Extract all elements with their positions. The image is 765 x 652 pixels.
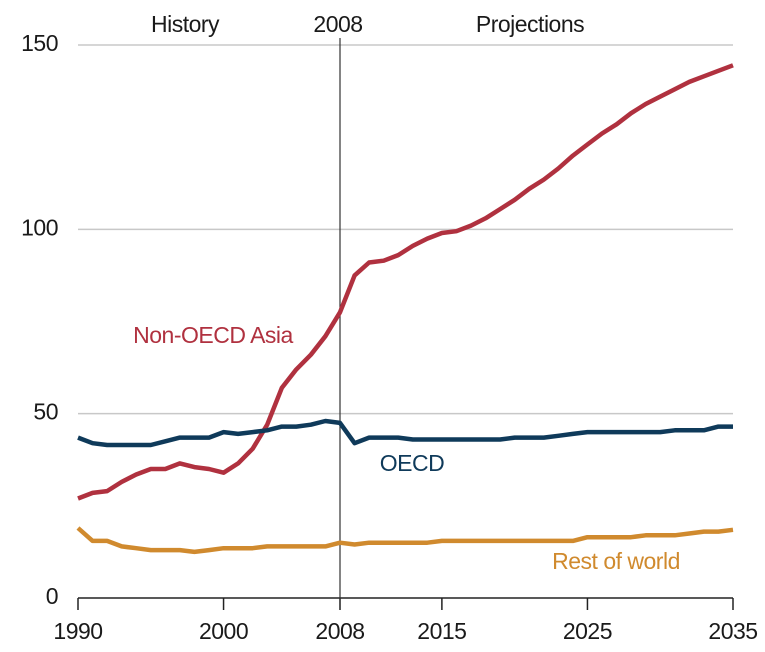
series-line: [76, 526, 734, 555]
x-tick-label: 2035: [708, 618, 757, 644]
x-tick-label: 1990: [53, 618, 102, 644]
annotation: History: [151, 11, 220, 37]
x-tick-label: 2015: [417, 618, 466, 644]
y-tick-label: 150: [21, 30, 58, 56]
series-line: [77, 418, 733, 448]
series-line: [77, 63, 734, 501]
x-tick-label: 2000: [199, 618, 248, 644]
series-label: Non-OECD Asia: [133, 322, 293, 348]
y-tick-label: 0: [46, 583, 58, 609]
series-label: Rest of world: [552, 548, 680, 574]
y-tick-label: 50: [33, 399, 58, 425]
annotation: 2008: [313, 11, 362, 37]
x-tick-label: 2008: [315, 618, 364, 644]
series-label: OECD: [380, 450, 444, 476]
annotation: Projections: [476, 11, 584, 37]
y-tick-label: 100: [21, 214, 58, 240]
x-tick-label: 2025: [563, 618, 612, 644]
